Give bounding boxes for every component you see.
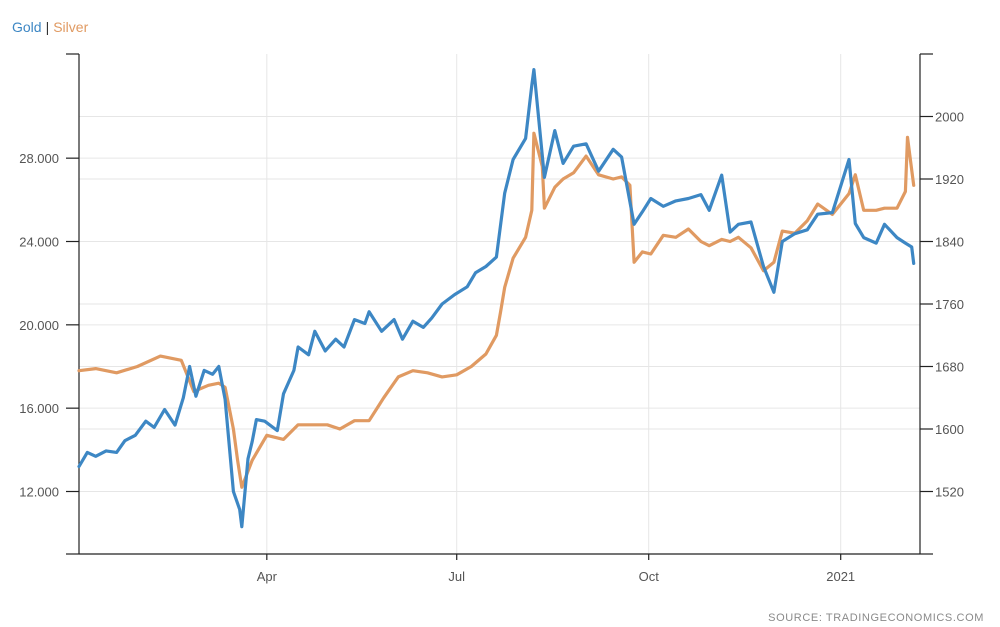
axes: [66, 53, 933, 560]
x-tick-label: Oct: [639, 569, 660, 584]
right-tick-label: 1840: [935, 235, 964, 250]
left-tick-label: 24.000: [19, 235, 59, 250]
series-lines: [77, 67, 916, 529]
legend-gold: Gold: [12, 19, 42, 35]
tick-labels: 12.000 16.000 20.000 24.000 28.000 1520 1600 16…: [19, 110, 964, 585]
left-tick-label: 20.000: [19, 318, 59, 333]
legend-silver: Silver: [53, 19, 89, 35]
series-line-gold: [77, 67, 916, 529]
right-tick-label: 1920: [935, 172, 964, 187]
legend-separator: |: [45, 19, 50, 35]
right-tick-label: 2000: [935, 110, 964, 125]
right-tick-label: 1600: [935, 422, 964, 437]
x-tick-label: Apr: [257, 569, 278, 584]
left-tick-label: 28.000: [19, 151, 59, 166]
right-tick-label: 1760: [935, 297, 964, 312]
gridlines: [79, 54, 920, 554]
left-tick-label: 12.000: [19, 485, 59, 500]
series-line-silver: [77, 131, 916, 489]
x-tick-label: Jul: [448, 569, 465, 584]
source-text: SOURCE: TRADINGECONOMICS.COM: [768, 612, 984, 624]
right-tick-label: 1680: [935, 360, 964, 375]
chart-legend: Gold | Silver: [12, 19, 88, 35]
x-tick-label: 2021: [826, 569, 855, 584]
left-tick-label: 16.000: [19, 401, 59, 416]
right-tick-label: 1520: [935, 485, 964, 500]
